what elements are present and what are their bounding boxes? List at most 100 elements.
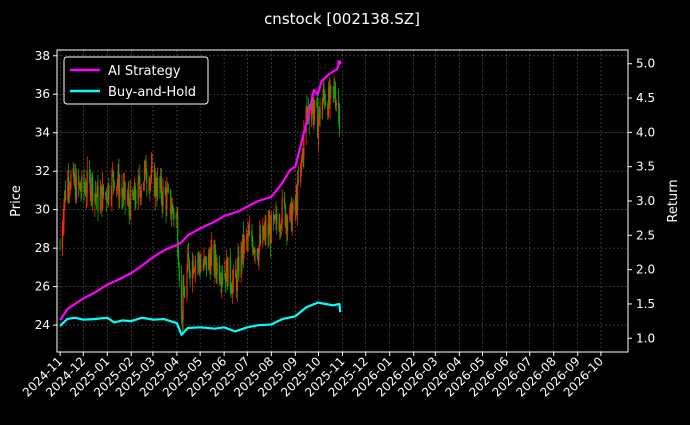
price-candle-body [264,225,266,232]
price-candle-body [160,177,163,198]
price-candle-body [205,256,207,271]
price-candle-body [171,206,173,213]
y-axis-label: Price [9,185,24,217]
price-candle-body [188,260,190,274]
price-candle-body [281,197,283,224]
price-candle-body [235,269,237,278]
price-candle-body [186,269,188,298]
y-tick-label: 36 [35,87,50,101]
y-tick-label: 30 [35,203,50,217]
price-candle-body [62,222,64,228]
price-candle-body [204,257,206,259]
price-candle-body [296,196,298,212]
price-candle-body [61,227,64,249]
price-candle-body [166,191,168,210]
y2-tick-label: 2.5 [636,228,655,242]
price-candle-body [252,241,254,253]
price-candle-body [253,250,255,254]
price-candle-body [68,177,70,189]
price-candle-body [97,185,99,211]
price-candle-body [286,217,288,231]
price-candle-body [111,172,113,197]
price-candle-body [334,86,336,96]
price-candle-body [284,204,286,226]
price-candle-body [204,256,207,259]
price-candle-body [227,257,229,287]
price-candle-body [78,175,80,186]
price-candle-body [232,280,234,293]
price-candle-body [286,220,289,231]
series-lines [59,60,342,336]
price-candle-body [290,203,293,230]
price-candle-body [90,191,92,196]
price-candle-body [202,265,204,268]
price-candle-body [297,179,299,212]
price-candle-body [177,250,180,267]
price-candle-body [162,186,164,205]
price-candle-body [214,250,216,270]
price-candle-body [194,270,196,272]
price-candle-body [300,160,303,164]
price-candle-body [113,181,115,188]
price-candle-body [132,189,134,197]
price-candle-body [245,237,248,239]
price-candle-body [78,183,81,186]
price-candle-body [110,196,112,200]
price-candle-body [319,107,321,119]
price-candle-body [117,172,119,185]
price-candle-body [273,215,275,221]
price-candle-body [249,230,251,235]
price-candle-body [252,250,255,253]
y2-tick-label: 3.5 [636,160,655,174]
price-candle-body [94,194,96,202]
price-candle-body [150,166,152,178]
price-candle-body [150,177,152,182]
legend: AI Strategy Buy-and-Hold [63,56,209,105]
price-candle-body [221,276,223,284]
price-candle-body [269,224,271,235]
price-candle-body [84,189,86,191]
price-candle-body [229,257,231,286]
price-candle-body [121,188,123,196]
price-candle-body [197,256,200,262]
price-candle-body [165,193,167,210]
price-candle-body [220,280,222,284]
price-candle-body [68,188,70,189]
price-candle-body [297,179,299,183]
price-candle-body [332,87,334,89]
price-candle-body [70,174,72,188]
price-candle-body [300,163,302,183]
price-candle-body [221,276,224,278]
price-candle-body [322,89,324,102]
price-candle-body [83,175,85,190]
price-candle-body [211,244,213,252]
price-candle-body [85,193,88,196]
price-candle-body [124,182,126,200]
y-tick-label: 26 [35,280,50,294]
y-axis-left-ticks: 24 26 28 30 32 34 36 38 [35,49,57,332]
price-candle-body [321,101,323,119]
price-candle-body [189,273,191,279]
price-candle-body [115,186,118,188]
price-candle-body [274,215,276,218]
price-candle-body [208,253,211,260]
price-candle-body [308,115,310,121]
price-candle-body [73,168,75,184]
price-candle-body [63,202,65,223]
price-candle-body [64,191,66,203]
price-candle-body [213,244,215,270]
price-candle-body [170,189,172,215]
price-candle-body [210,251,212,274]
price-candle-body [85,189,87,196]
price-candle-body [118,172,120,199]
price-candle-body [275,214,277,218]
price-candle-body [242,234,244,260]
price-candle-body [302,152,304,158]
price-candle-body [132,196,135,200]
price-candle-body [225,259,228,282]
price-candle-body [317,106,319,139]
series-line-ai-strategy [59,62,341,321]
price-candle-body [134,184,136,201]
price-candle-body [129,204,131,218]
price-candle-body [112,171,114,173]
